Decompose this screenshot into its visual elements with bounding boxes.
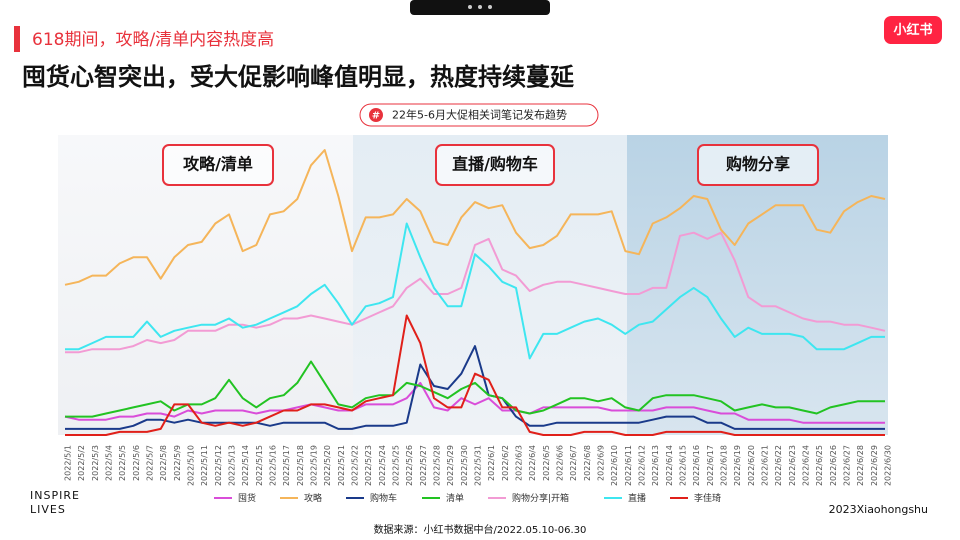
copyright: 2023Xiaohongshu bbox=[829, 503, 928, 516]
accent-bar bbox=[14, 26, 20, 52]
region-label: 直播/购物车 bbox=[452, 155, 538, 174]
chart-subtitle: 22年5-6月大促相关词笔记发布趋势 bbox=[392, 108, 567, 122]
dot bbox=[488, 5, 492, 9]
dot bbox=[468, 5, 472, 9]
x-tick-label: 2022/6/3 bbox=[515, 445, 524, 481]
x-tick-label: 2022/5/6 bbox=[132, 445, 141, 481]
x-tick-label: 2022/6/14 bbox=[665, 445, 674, 486]
x-tick-label: 2022/6/10 bbox=[610, 445, 619, 486]
x-tick-label: 2022/5/18 bbox=[296, 445, 305, 486]
x-tick-label: 2022/5/31 bbox=[474, 445, 483, 486]
x-tick-label: 2022/6/11 bbox=[624, 445, 633, 486]
x-tick-label: 2022/5/19 bbox=[310, 445, 319, 486]
x-tick-label: 2022/5/10 bbox=[187, 445, 196, 486]
x-tick-label: 2022/6/27 bbox=[843, 445, 852, 486]
x-tick-label: 2022/5/17 bbox=[282, 445, 291, 486]
x-tick-label: 2022/6/12 bbox=[638, 445, 647, 486]
x-tick-label: 2022/6/29 bbox=[870, 445, 879, 486]
x-tick-label: 2022/5/7 bbox=[146, 445, 155, 481]
x-tick-label: 2022/6/18 bbox=[720, 445, 729, 486]
x-tick-label: 2022/6/25 bbox=[815, 445, 824, 486]
x-tick-label: 2022/5/2 bbox=[77, 445, 86, 481]
region-box bbox=[162, 144, 274, 186]
x-tick-label: 2022/6/15 bbox=[679, 445, 688, 486]
x-tick-label: 2022/5/4 bbox=[105, 445, 114, 481]
series-line bbox=[65, 231, 886, 354]
legend-label: 清单 bbox=[446, 492, 464, 504]
x-tick-label: 2022/6/17 bbox=[706, 445, 715, 486]
region-box bbox=[435, 144, 555, 186]
brand: INSPIRE bbox=[30, 489, 80, 502]
x-tick-label: 2022/5/13 bbox=[228, 445, 237, 486]
x-tick-label: 2022/5/23 bbox=[364, 445, 373, 486]
x-tick-label: 2022/6/22 bbox=[774, 445, 783, 486]
x-tick-label: 2022/5/29 bbox=[446, 445, 455, 486]
x-tick-label: 2022/5/1 bbox=[64, 445, 73, 481]
x-tick-label: 2022/6/16 bbox=[692, 445, 701, 486]
series-line bbox=[64, 381, 885, 424]
x-tick-label: 2022/6/6 bbox=[556, 445, 565, 481]
x-tick-label: 2022/5/30 bbox=[460, 445, 469, 486]
badge-text: 小红书 bbox=[893, 22, 932, 38]
series-line bbox=[65, 314, 885, 436]
legend-label: 攻略 bbox=[304, 492, 322, 504]
x-tick-label: 2022/6/4 bbox=[528, 445, 537, 481]
x-tick-label: 2022/6/21 bbox=[761, 445, 770, 486]
legend-label: 购物车 bbox=[370, 492, 397, 504]
legend-label: 李佳琦 bbox=[694, 492, 721, 504]
x-tick-label: 2022/6/23 bbox=[788, 445, 797, 486]
series-line bbox=[65, 222, 885, 360]
badge bbox=[884, 16, 942, 44]
x-tick-label: 2022/6/8 bbox=[583, 445, 592, 481]
x-tick-label: 2022/6/5 bbox=[542, 445, 551, 481]
legend-label: 直播 bbox=[628, 492, 646, 504]
x-tick-label: 2022/6/1 bbox=[487, 445, 496, 481]
series-line bbox=[64, 149, 886, 286]
x-tick-label: 2022/5/12 bbox=[214, 445, 223, 486]
subtitle-icon: # bbox=[372, 111, 380, 122]
brand: LIVES bbox=[30, 503, 66, 516]
x-tick-label: 2022/5/16 bbox=[269, 445, 278, 486]
legend-label: 囤货 bbox=[238, 492, 256, 504]
x-tick-label: 2022/6/26 bbox=[829, 445, 838, 486]
x-tick-label: 2022/6/19 bbox=[733, 445, 742, 486]
x-tick-label: 2022/5/26 bbox=[405, 445, 414, 486]
x-tick-label: 2022/5/11 bbox=[200, 445, 209, 486]
kicker: 618期间，攻略/清单内容热度高 bbox=[32, 30, 274, 50]
x-tick-label: 2022/5/9 bbox=[173, 445, 182, 481]
x-tick-label: 2022/6/20 bbox=[747, 445, 756, 486]
x-tick-label: 2022/6/28 bbox=[856, 445, 865, 486]
region-box bbox=[697, 144, 819, 186]
x-tick-label: 2022/6/30 bbox=[884, 445, 893, 486]
x-tick-label: 2022/6/7 bbox=[569, 445, 578, 481]
subtitle-pill bbox=[359, 103, 599, 127]
legend: 囤货 攻略 购物车 清单 购物分享|开箱 直播 李佳琦 bbox=[214, 492, 721, 504]
x-tick-label: 2022/5/27 bbox=[419, 445, 428, 486]
x-tick-label: 2022/5/24 bbox=[378, 445, 387, 486]
x-tick-label: 2022/5/3 bbox=[91, 445, 100, 481]
x-tick-label: 2022/5/8 bbox=[159, 445, 168, 481]
region-label: 攻略/清单 bbox=[183, 155, 253, 174]
subtitle-icon-bg bbox=[369, 108, 383, 122]
x-tick-label: 2022/6/24 bbox=[802, 445, 811, 486]
dot bbox=[478, 5, 482, 9]
x-tick-label: 2022/5/22 bbox=[351, 445, 360, 486]
x-tick-label: 2022/5/28 bbox=[433, 445, 442, 486]
x-tick-label: 2022/6/2 bbox=[501, 445, 510, 481]
source: 数据来源：小红书数据中台/2022.05.10-06.30 bbox=[374, 523, 587, 536]
legend-label: 购物分享|开箱 bbox=[512, 492, 569, 504]
x-tick-label: 2022/5/5 bbox=[118, 445, 127, 481]
x-tick-label: 2022/6/9 bbox=[597, 445, 606, 481]
headline: 囤货心智突出，受大促影响峰值明显，热度持续蔓延 bbox=[22, 63, 575, 91]
x-tick-label: 2022/5/20 bbox=[323, 445, 332, 486]
x-tick-label: 2022/5/21 bbox=[337, 445, 346, 486]
x-tick-label: 2022/6/13 bbox=[651, 445, 660, 486]
region-label: 购物分享 bbox=[726, 155, 790, 174]
series-line bbox=[65, 360, 885, 418]
x-tick-label: 2022/5/25 bbox=[392, 445, 401, 486]
plot: 2022/5/1 2022/5/2 2022/5/3 2022/5/4 2022/5/5… bbox=[64, 149, 893, 486]
x-tick-label: 2022/5/14 bbox=[241, 445, 250, 486]
x-tick-label: 2022/5/15 bbox=[255, 445, 264, 486]
